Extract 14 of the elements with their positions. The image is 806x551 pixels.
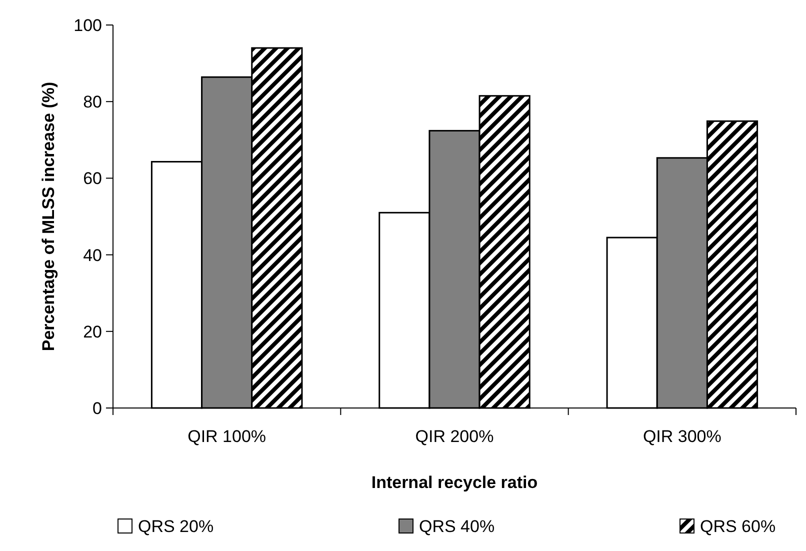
legend-label: QRS 20%	[138, 516, 214, 536]
legend-label: QRS 40%	[419, 516, 495, 536]
y-tick-label: 20	[83, 322, 102, 342]
y-tick-label: 40	[83, 246, 102, 265]
legend-label: QRS 60%	[700, 516, 776, 536]
y-tick-label: 100	[74, 16, 102, 35]
x-tick-label: QIR 300%	[642, 427, 722, 446]
x-axis-title: Internal recycle ratio	[371, 473, 538, 492]
y-tick-label: 60	[83, 169, 102, 188]
y-tick-label: 80	[83, 92, 102, 112]
x-tick-label: QIR 100%	[188, 427, 266, 446]
y-tick-label: 0	[92, 398, 102, 418]
y-axis-title: Percentage of MLSS increase (%)	[39, 82, 58, 352]
x-tick-label: QIR 200%	[415, 427, 494, 446]
